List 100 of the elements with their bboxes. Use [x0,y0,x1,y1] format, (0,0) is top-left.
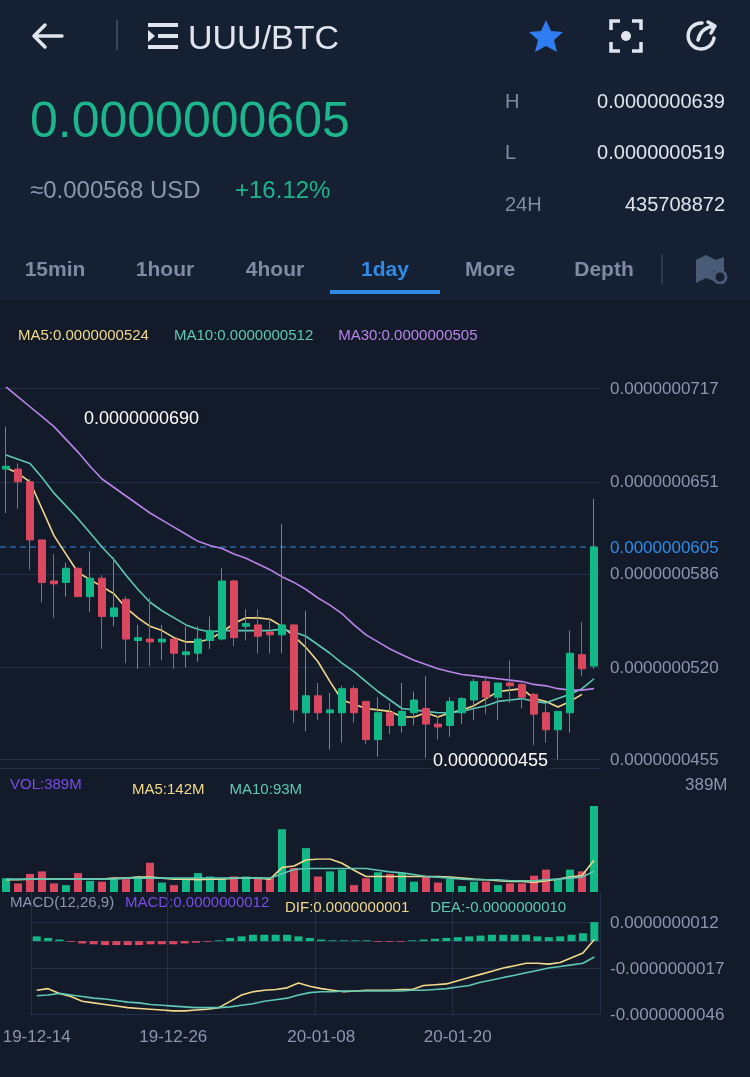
bar [86,880,94,892]
bar [494,885,502,892]
candlestick [98,574,106,650]
bar [458,885,466,892]
text: 15min [24,257,86,281]
bar [398,873,406,892]
candlestick [314,682,322,721]
candlestick [254,608,262,654]
x-tick-label: 19-12-26 [139,1027,208,1046]
candlestick [506,659,514,704]
candlestick [2,426,10,514]
bar [470,881,478,892]
text: 0.0000000639 [597,89,725,113]
annotation: 0.0000000455 [432,750,548,770]
candlestick [434,715,442,741]
annotation: MACD:0.0000000012 [125,893,270,910]
candlestick [578,621,586,677]
y-tick-label: 0.0000000455 [610,750,719,769]
bar [314,876,322,892]
candlestick [38,539,46,603]
bar [482,881,490,892]
bar [326,871,334,892]
text: 389M [685,775,728,794]
bar [518,883,526,892]
candlestick [542,703,550,743]
ref-line-label: 0.0000000605 [610,537,719,557]
candlestick [482,675,490,715]
candlestick [338,685,346,743]
x-tick-label: 20-01-20 [423,1027,492,1046]
bar [158,882,166,892]
bar [338,869,346,892]
candlestick [26,478,34,571]
x-tick-label: 19-12-14 [2,1027,71,1046]
text: MA10:0.0000000512 [173,326,314,343]
bar [374,872,382,892]
text: 0.0000000605 [30,91,350,149]
candlestick [410,691,418,726]
bar [554,879,562,892]
bar [422,876,430,892]
candlestick [14,462,22,510]
bar [14,883,22,892]
text: Depth [574,257,634,281]
text: MA30:0.0000000505 [338,326,478,343]
bar [302,848,310,892]
bar [122,879,130,892]
line-series [35,938,596,1012]
bar [50,883,58,892]
text: 1day [361,257,409,281]
bar [590,806,598,892]
bar [182,879,190,892]
candlestick [350,685,358,724]
text: MA5:0.0000000524 [18,326,149,343]
bar [98,881,106,892]
text: 0.0000000519 [597,140,725,164]
candlestick [374,696,382,758]
annotation: 0.0000000690 [84,408,200,428]
bar [38,871,46,892]
candlestick [302,610,310,732]
bar [146,862,154,892]
candlestick [530,692,538,746]
candlestick [182,625,190,668]
bar [350,885,358,892]
text: L [505,140,517,164]
candlestick [290,624,298,724]
candlestick [206,615,214,650]
candlestick [446,696,454,738]
y-tick-label: 0.0000000520 [610,657,719,677]
bar [362,878,370,892]
bar [386,873,394,892]
candlestick [554,710,562,760]
candlestick [242,608,250,641]
bar [506,883,514,892]
bar [410,881,418,892]
candlestick [158,624,166,661]
bar [62,885,70,892]
candlestick [266,617,274,654]
candlestick [110,556,118,627]
bar [170,885,178,892]
y-tick-label: -0.0000000017 [610,958,725,978]
line-series [5,386,595,691]
text: UUU/BTC [188,17,340,57]
text: 24H [505,192,542,216]
candlestick [398,682,406,734]
candlestick [326,692,334,751]
line-series [35,956,596,1009]
text: DIF:0.0000000001 [285,898,410,915]
text: DEA:-0.0000000010 [430,898,567,915]
bar [434,882,442,892]
candlestick [518,682,526,709]
candlestick [74,567,82,598]
y-tick-label: 0.0000000586 [610,564,719,584]
text: VOL:389M [10,775,82,792]
y-tick-label: 0.0000000717 [610,378,719,398]
candlestick [218,567,226,641]
candlestick [194,625,202,663]
bar [446,879,454,892]
x-tick-label: 20-01-08 [287,1027,356,1046]
candlestick [50,553,58,619]
candlestick [170,638,178,670]
candlestick [566,630,574,734]
